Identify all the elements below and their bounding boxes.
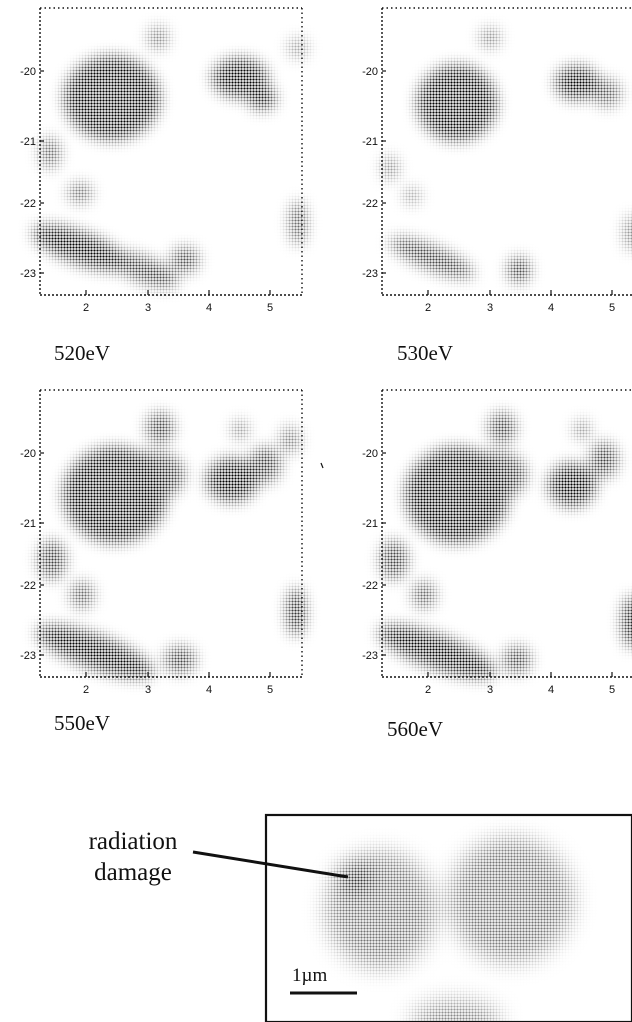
caption-530ev: 530eV: [397, 341, 453, 365]
stray-mark: [320, 462, 324, 469]
p530-xtick-label: 2: [425, 302, 431, 314]
panel-530-frame: [381, 7, 632, 296]
annotation-radiation-damage: radiation damage: [68, 826, 198, 888]
panel-560-frame: [381, 389, 632, 678]
p530-xtick-label: 3: [487, 302, 493, 314]
annotation-line-2: damage: [94, 859, 172, 886]
p520-ytick-label: -22: [20, 198, 36, 210]
annotation-leader: [192, 850, 349, 879]
p560-xtick-label: 2: [425, 684, 431, 696]
p520-xtick-label: 3: [145, 302, 151, 314]
p520-xtick-label: 4: [206, 302, 212, 314]
p520-ytick-label: -20: [20, 66, 36, 78]
tick-labels: -20 -21 -22 -23 2 3 4 5 -20 -21 -22 -23 2 3 4 5 -20 -21 -2…: [20, 66, 615, 696]
p520-ytick-label: -23: [20, 268, 36, 280]
p530-ytick-label: -23: [362, 268, 378, 280]
p530-ytick-label: -22: [362, 198, 378, 210]
p560-ytick-label: -20: [362, 448, 378, 460]
p550-ytick-label: -21: [20, 518, 36, 530]
p530-ytick-label: -20: [362, 66, 378, 78]
p530-ytick-label: -21: [362, 136, 378, 148]
p520-xtick-label: 5: [267, 302, 273, 314]
panel-520-frame: [39, 7, 303, 296]
p550-xtick-label: 5: [267, 684, 273, 696]
p560-ytick-label: -21: [362, 518, 378, 530]
p550-xtick-label: 2: [83, 684, 89, 696]
p520-xtick-label: 2: [83, 302, 89, 314]
scale-bar-label: 1µm: [292, 965, 328, 986]
p530-xtick-label: 5: [609, 302, 615, 314]
p530-xtick-label: 4: [548, 302, 554, 314]
p550-ytick-label: -20: [20, 448, 36, 460]
p550-ytick-label: -23: [20, 650, 36, 662]
p560-xtick-label: 4: [548, 684, 554, 696]
annotation-line-1: radiation: [88, 828, 178, 855]
p550-ytick-label: -22: [20, 580, 36, 592]
p560-xtick-label: 3: [487, 684, 493, 696]
caption-520ev: 520eV: [54, 341, 110, 365]
p550-xtick-label: 3: [145, 684, 151, 696]
p560-xtick-label: 5: [609, 684, 615, 696]
p560-ytick-label: -22: [362, 580, 378, 592]
caption-550ev: 550eV: [54, 711, 110, 735]
p560-ytick-label: -23: [362, 650, 378, 662]
p520-ytick-label: -21: [20, 136, 36, 148]
panel-550-frame: [39, 389, 303, 678]
inset-frame: [264, 813, 632, 1022]
caption-560ev: 560eV: [387, 717, 443, 741]
p550-xtick-label: 4: [206, 684, 212, 696]
